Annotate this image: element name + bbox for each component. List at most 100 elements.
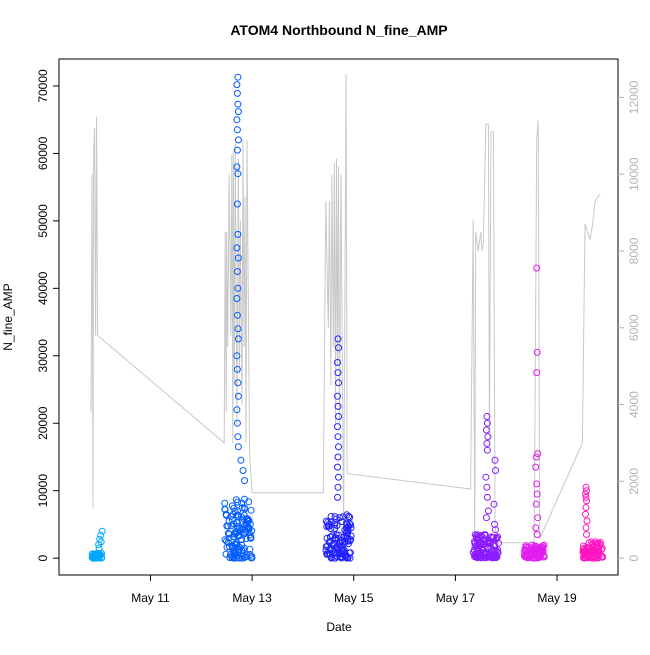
data-point <box>343 521 351 528</box>
data-point <box>88 553 96 561</box>
data-point <box>493 534 501 542</box>
data-point <box>534 450 542 458</box>
data-point <box>242 553 250 561</box>
data-point <box>483 419 491 427</box>
data-point <box>583 487 590 495</box>
data-point <box>595 539 603 547</box>
data-point <box>334 463 341 471</box>
data-point <box>332 531 340 539</box>
data-point <box>224 522 232 530</box>
data-point <box>493 553 501 561</box>
data-point <box>335 473 342 481</box>
data-point <box>229 510 237 518</box>
y-tick-label: 30000 <box>36 339 50 373</box>
data-point <box>91 553 98 561</box>
data-point <box>532 453 540 461</box>
data-point <box>335 413 342 420</box>
y-tick-label: 20000 <box>36 406 50 440</box>
data-point <box>335 443 342 451</box>
data-point <box>247 534 255 542</box>
x-tick-label: May 19 <box>537 591 577 605</box>
data-point <box>334 453 342 461</box>
plot-area: 0 10000 20000 30000 40000 50000 60000 70000 0 200… <box>36 58 641 605</box>
secondary-line <box>90 74 601 544</box>
y2-tick-label: 8000 <box>627 237 641 264</box>
data-point <box>234 498 242 506</box>
data-point <box>335 379 342 387</box>
data-point <box>344 554 352 561</box>
chart-title: ATOM4 Northbound N_fine_AMP <box>230 22 447 38</box>
data-point <box>334 335 342 343</box>
data-point <box>244 524 252 532</box>
data-point <box>327 513 335 520</box>
y2-tick-label: 6000 <box>627 314 641 341</box>
y-tick-label: 70000 <box>36 69 50 103</box>
data-point <box>522 552 530 560</box>
x-tick-label: May 13 <box>232 591 272 605</box>
y2-tick-label: 10000 <box>627 157 641 191</box>
data-point <box>532 500 540 508</box>
data-point <box>233 163 241 171</box>
data-point <box>528 541 536 549</box>
data-point <box>492 526 499 534</box>
data-point <box>540 553 548 561</box>
data-point <box>536 547 544 555</box>
data-point <box>489 533 497 541</box>
data-point <box>471 553 479 561</box>
data-point <box>326 550 334 558</box>
data-point <box>582 524 590 532</box>
data-point <box>243 515 251 523</box>
data-point <box>233 200 241 208</box>
data-point <box>97 531 105 539</box>
data-point <box>234 532 242 540</box>
data-point <box>583 497 590 505</box>
data-point <box>533 369 541 377</box>
data-point <box>342 551 350 559</box>
y-tick-label: 0 <box>36 554 50 561</box>
data-point <box>533 531 541 538</box>
data-point <box>234 284 242 292</box>
data-point <box>235 548 243 556</box>
data-point <box>533 490 541 498</box>
plot-frame <box>58 58 619 576</box>
data-point <box>225 517 233 525</box>
data-point <box>333 522 341 529</box>
data-point <box>590 553 598 560</box>
data-point <box>582 490 589 498</box>
data-point <box>533 554 541 562</box>
data-point <box>583 531 590 538</box>
data-point <box>221 499 229 507</box>
data-point <box>340 533 348 541</box>
data-point <box>246 551 254 558</box>
data-point <box>335 344 342 352</box>
data-point <box>483 440 491 447</box>
data-point <box>483 493 491 501</box>
data-point <box>234 136 242 144</box>
data-point <box>592 540 600 548</box>
x-tick-label: May 11 <box>131 591 170 605</box>
data-point <box>233 419 241 427</box>
y-tick-label: 60000 <box>36 136 50 170</box>
data-point <box>247 506 255 514</box>
data-point <box>331 554 339 562</box>
data-point <box>494 549 502 557</box>
data-point <box>246 520 254 528</box>
data-point <box>237 456 245 464</box>
data-point <box>533 264 541 272</box>
data-point <box>323 523 331 531</box>
x-tick-label: May 15 <box>334 591 374 605</box>
data-point <box>473 541 481 549</box>
data-point <box>234 511 242 519</box>
data-point <box>483 483 491 491</box>
data-point <box>494 533 502 541</box>
series-5 <box>520 264 548 562</box>
data-point <box>234 230 242 238</box>
x-tick-label: May 17 <box>436 591 476 605</box>
data-point <box>334 369 342 377</box>
series-1 <box>88 527 106 562</box>
data-point <box>227 522 235 530</box>
data-point <box>344 540 352 548</box>
y-axis-label: N_fine_AMP <box>1 283 15 350</box>
data-point <box>225 534 233 542</box>
